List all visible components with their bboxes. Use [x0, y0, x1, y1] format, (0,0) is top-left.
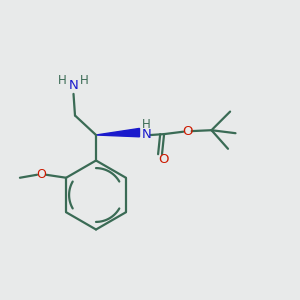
Text: O: O: [158, 153, 169, 166]
Text: N: N: [69, 80, 78, 92]
Text: N: N: [142, 128, 152, 142]
Text: H: H: [80, 74, 88, 87]
Text: H: H: [58, 74, 67, 87]
Polygon shape: [96, 128, 140, 137]
Text: O: O: [37, 168, 46, 181]
Text: H: H: [142, 118, 151, 131]
Text: O: O: [182, 124, 193, 138]
